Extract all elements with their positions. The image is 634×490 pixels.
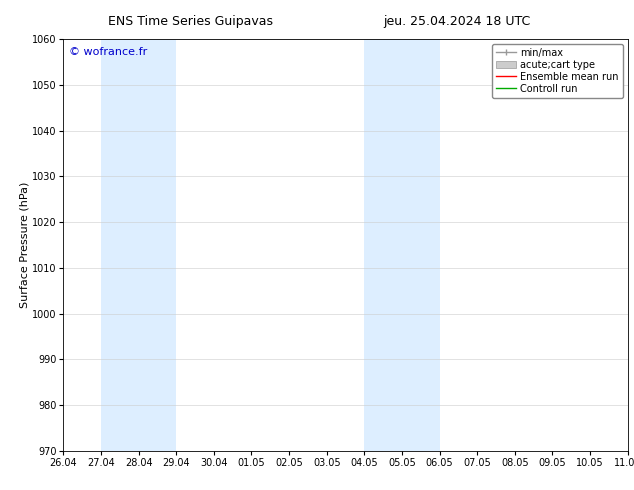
Bar [101,39,176,451]
Text: jeu. 25.04.2024 18 UTC: jeu. 25.04.2024 18 UTC [383,15,530,28]
Bar [365,39,439,451]
Y-axis label: Surface Pressure (hPa): Surface Pressure (hPa) [19,182,29,308]
Text: © wofrance.fr: © wofrance.fr [69,48,147,57]
Text: ENS Time Series Guipavas: ENS Time Series Guipavas [108,15,273,28]
Legend: min/max, acute;cart type, Ensemble mean run, Controll run: min/max, acute;cart type, Ensemble mean … [492,44,623,98]
Bar [628,39,634,451]
